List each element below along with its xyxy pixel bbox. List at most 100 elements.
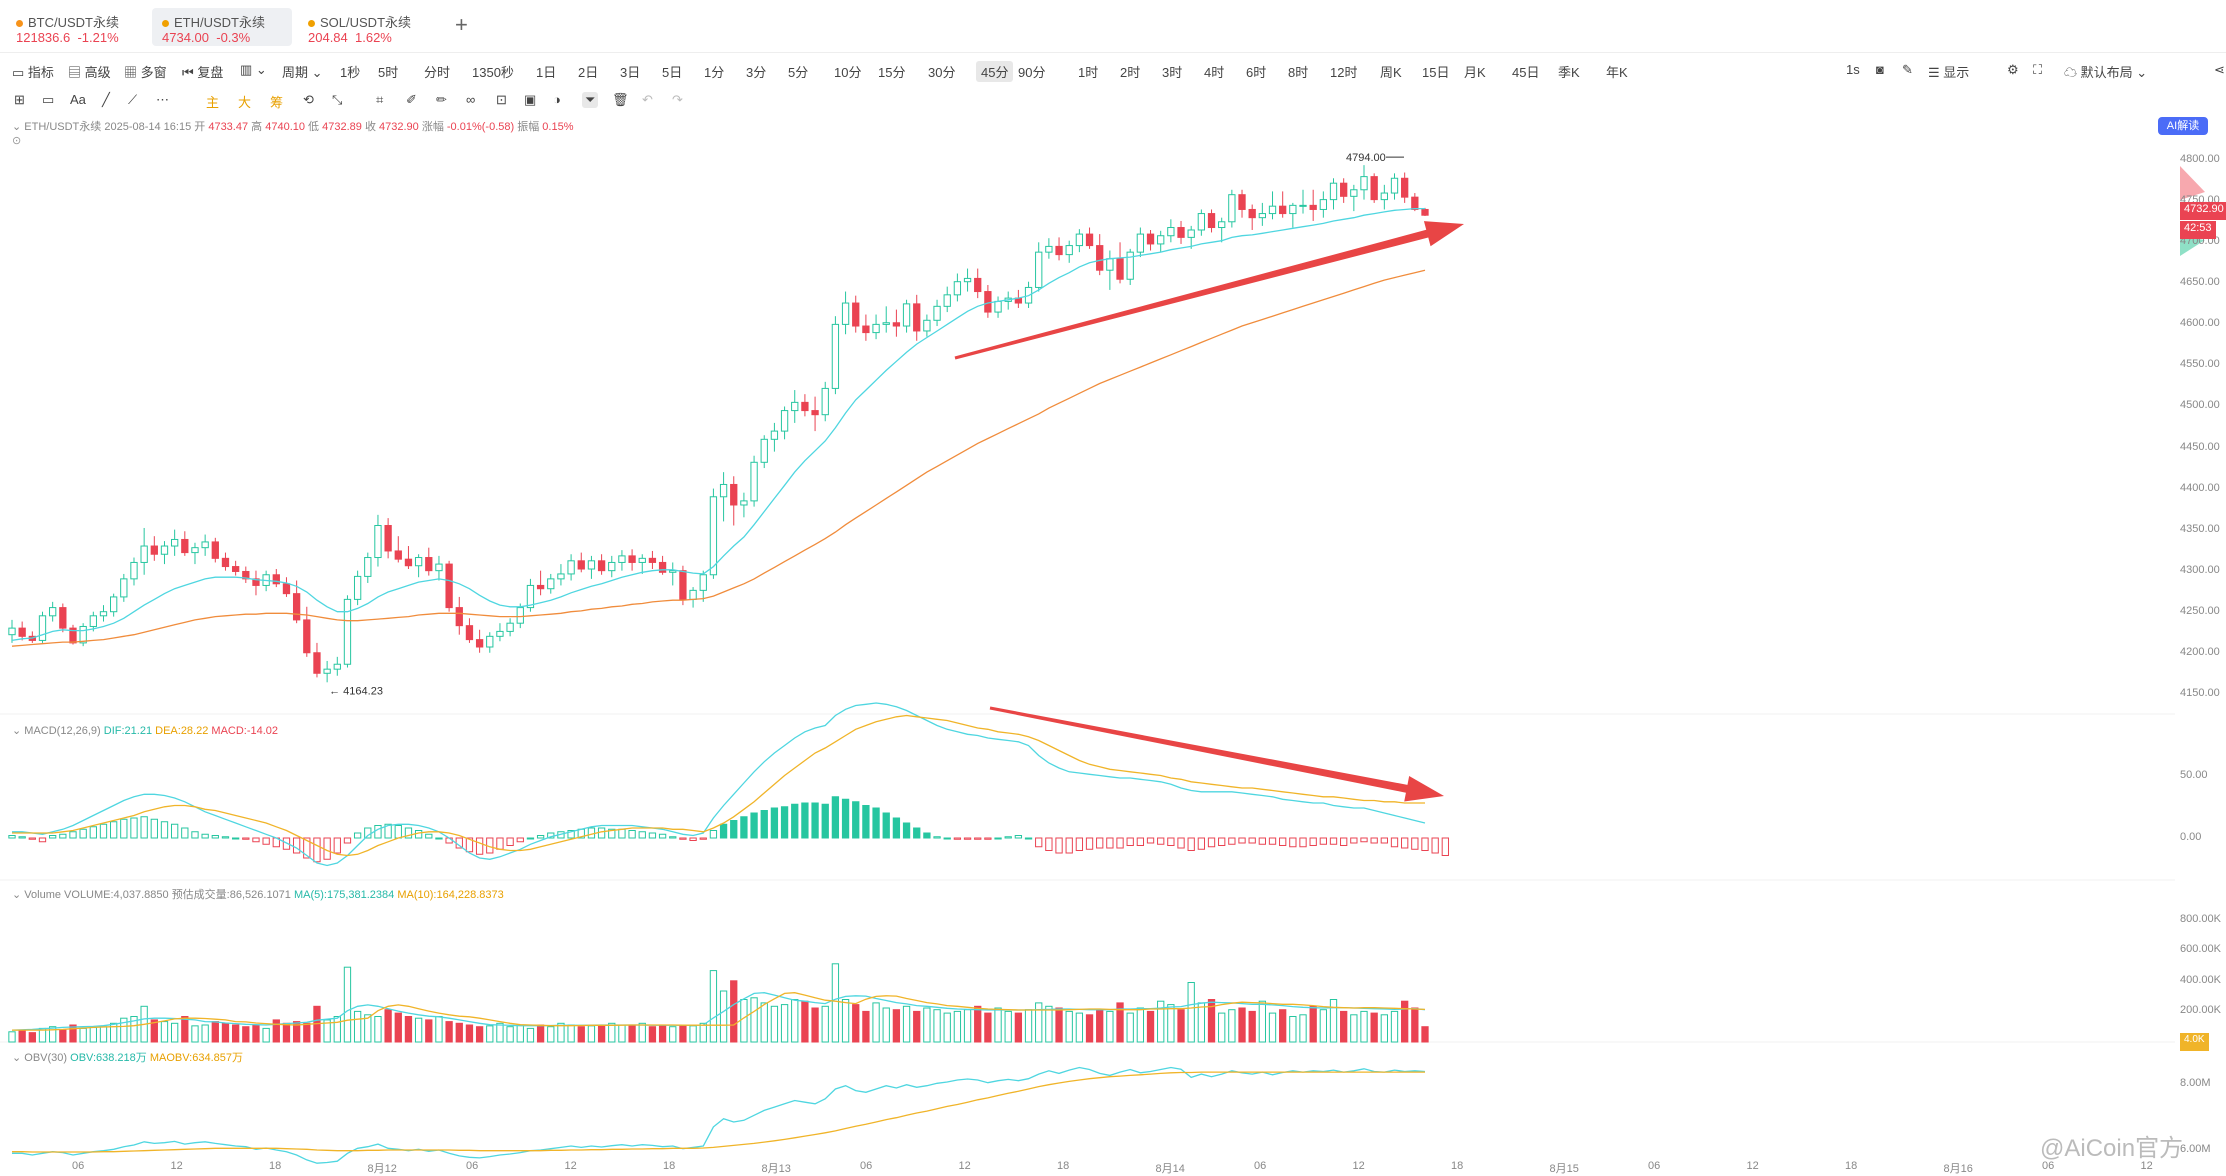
period-2[interactable]: 分时 xyxy=(424,65,451,80)
candle xyxy=(872,323,880,334)
main-force-button[interactable]: 主 xyxy=(206,95,220,110)
text-tool[interactable]: Aa xyxy=(70,92,86,107)
period-5[interactable]: 2日 xyxy=(578,65,599,80)
volume-bar xyxy=(516,1024,524,1043)
period-14[interactable]: 45分 xyxy=(976,61,1014,82)
period-28[interactable]: 年K xyxy=(1606,65,1628,80)
macd-bar xyxy=(201,833,209,839)
binoculars-icon[interactable]: ∞ xyxy=(466,92,476,107)
filter-icon[interactable]: ⏷ xyxy=(582,92,599,108)
period-25[interactable]: 月K xyxy=(1464,65,1486,80)
rectangle-icon[interactable]: ▭ xyxy=(42,92,55,107)
interval-1s[interactable]: 1s xyxy=(1846,62,1860,77)
tab-sol[interactable]: SOL/USDT永续 204.84 1.62% xyxy=(298,8,438,46)
ruler-icon[interactable]: ✐ xyxy=(406,92,417,107)
volume-collapse-icon[interactable]: ⌄ xyxy=(12,889,22,901)
indicator-button[interactable]: ▭ 指标 xyxy=(12,65,54,80)
period-23[interactable]: 周K xyxy=(1380,65,1402,80)
period-0[interactable]: 1秒 xyxy=(340,65,361,80)
period-11[interactable]: 10分 xyxy=(834,65,862,80)
trash-icon[interactable]: 🗑 xyxy=(612,92,629,107)
period-12[interactable]: 15分 xyxy=(878,65,906,80)
info-datetime: 2025-08-14 16:15 xyxy=(104,121,192,133)
period-8[interactable]: 1分 xyxy=(704,65,725,80)
macd-bar xyxy=(160,821,169,839)
volume-bar xyxy=(770,1005,779,1043)
period-7[interactable]: 5日 xyxy=(662,65,683,80)
period-20[interactable]: 6时 xyxy=(1246,65,1267,80)
volume-bar xyxy=(669,1026,677,1043)
settings-icon[interactable]: ⚙ xyxy=(2007,62,2019,77)
period-16[interactable]: 1时 xyxy=(1078,65,1099,80)
display-button[interactable]: ☰ 显示 xyxy=(1928,65,1970,80)
candle xyxy=(343,598,352,665)
volume-bar xyxy=(28,1032,36,1043)
more-tools-icon[interactable]: ⋯ xyxy=(156,92,169,107)
settings-toggle-icon[interactable]: ⊙ xyxy=(12,135,22,147)
image-icon[interactable]: ▣ xyxy=(524,92,537,107)
period-9[interactable]: 3分 xyxy=(746,65,767,80)
macd-axis-label: 50.00 xyxy=(2180,768,2208,781)
layout-button[interactable]: ☁ 默认布局 ⌄ xyxy=(2064,65,2148,80)
macd-bar xyxy=(1248,837,1256,844)
brush-icon[interactable]: ✏ xyxy=(436,92,447,107)
line-tool-icon[interactable]: ╱ xyxy=(102,92,110,107)
chart-type-icon[interactable]: ▥ ⌄ xyxy=(240,62,267,77)
period-6[interactable]: 3日 xyxy=(620,65,641,80)
period-22[interactable]: 12时 xyxy=(1330,65,1358,80)
period-10[interactable]: 5分 xyxy=(788,65,809,80)
candle xyxy=(69,627,77,644)
period-24[interactable]: 15日 xyxy=(1422,65,1450,80)
crosshair-icon[interactable]: ⊞ xyxy=(14,92,25,107)
period-17[interactable]: 2时 xyxy=(1120,65,1141,80)
tab-eth[interactable]: ETH/USDT永续 4734.00 -0.3% xyxy=(152,8,292,46)
camera-icon[interactable]: ◙ xyxy=(1876,62,1884,77)
replay-button[interactable]: ⏮ 复盘 xyxy=(182,65,224,80)
advanced-button[interactable]: ▤ 高级 xyxy=(68,65,111,80)
volume-bar xyxy=(1319,1009,1327,1043)
obv-collapse-icon[interactable]: ⌄ xyxy=(12,1052,22,1064)
sync-icon[interactable]: ⟲ xyxy=(303,92,314,107)
period-13[interactable]: 30分 xyxy=(928,65,956,80)
redo-icon[interactable]: ↷ xyxy=(672,92,683,107)
period-dropdown[interactable]: 周期 ⌄ xyxy=(282,65,323,80)
volume-bar xyxy=(404,1016,413,1043)
macd-bar xyxy=(648,832,657,839)
time-axis-label: 06 xyxy=(72,1160,85,1172)
period-27[interactable]: 季K xyxy=(1558,65,1580,80)
crop-icon[interactable]: ⌗ xyxy=(376,92,384,107)
period-1[interactable]: 5时 xyxy=(378,65,399,80)
undo-icon[interactable]: ↶ xyxy=(642,92,653,107)
time-axis-label: 12 xyxy=(1746,1160,1759,1172)
chip-button[interactable]: 筹 xyxy=(270,95,284,110)
collapse-icon[interactable]: ⌄ xyxy=(12,121,22,133)
add-tab-icon[interactable]: + xyxy=(455,12,468,37)
period-19[interactable]: 4时 xyxy=(1204,65,1225,80)
candle xyxy=(953,281,962,296)
volume-bar xyxy=(425,1019,433,1043)
period-3[interactable]: 1350秒 xyxy=(472,65,514,80)
btc-dot-icon xyxy=(16,20,23,28)
measure-icon[interactable]: ⤡ xyxy=(332,92,343,107)
ai-analysis-button[interactable]: AI解读 xyxy=(2158,117,2208,135)
share-icon[interactable]: ⋖ xyxy=(2214,62,2225,77)
pen-icon[interactable]: ✎ xyxy=(1902,62,1913,77)
macd-collapse-icon[interactable]: ⌄ xyxy=(12,725,22,737)
magnet-icon[interactable]: ◑ xyxy=(553,92,561,107)
macd-bar xyxy=(262,837,270,845)
lock-icon[interactable]: ⊡ xyxy=(496,92,507,107)
period-4[interactable]: 1日 xyxy=(536,65,557,80)
period-18[interactable]: 3时 xyxy=(1162,65,1183,80)
volume-bar xyxy=(1177,1009,1185,1043)
big-order-button[interactable]: 大 xyxy=(238,95,252,110)
multi-window-button[interactable]: ▦ 多窗 xyxy=(124,65,167,80)
period-21[interactable]: 8时 xyxy=(1288,65,1309,80)
macd-bar xyxy=(1187,837,1195,851)
period-15[interactable]: 90分 xyxy=(1018,65,1046,80)
tab-btc[interactable]: BTC/USDT永续 121836.6 -1.21% xyxy=(6,8,146,46)
period-26[interactable]: 45日 xyxy=(1512,65,1540,80)
macd-bar xyxy=(1228,837,1236,845)
ray-tool-icon[interactable]: ⟋ xyxy=(128,92,138,107)
fullscreen-icon[interactable]: ⛶ xyxy=(2033,62,2043,77)
